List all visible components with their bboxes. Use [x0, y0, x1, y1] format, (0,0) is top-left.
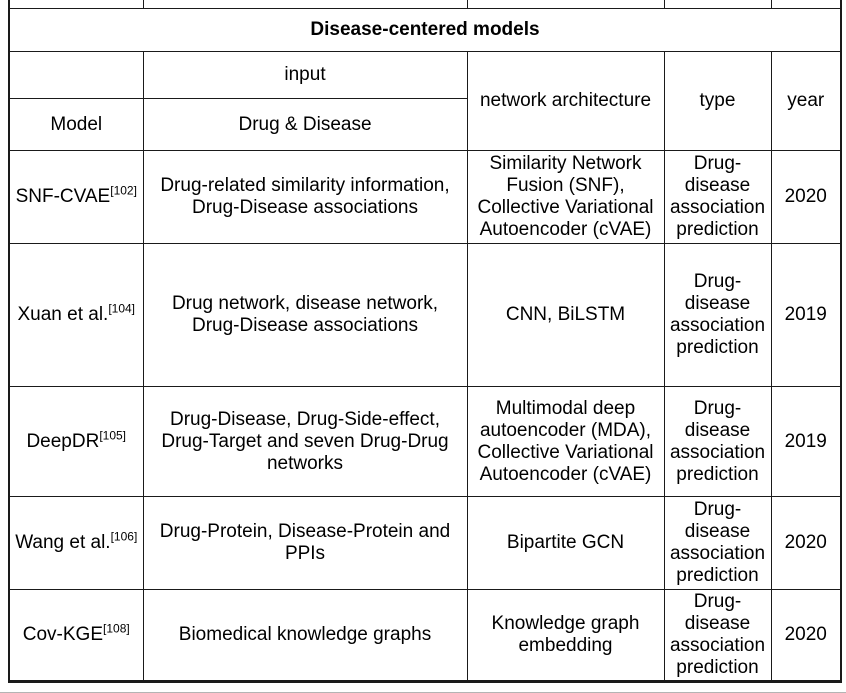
model-name: Xuan et al.: [17, 304, 109, 325]
header-drug-and-disease: Drug & Disease: [142, 98, 468, 151]
header-year: year: [770, 51, 842, 151]
type-cell: Drug- disease association prediction: [663, 243, 772, 387]
year-cell: 2019: [770, 386, 842, 497]
input-cell: Drug-Protein, Disease-Protein and PPIs: [142, 496, 468, 590]
model-cell: Wang et al.[106]: [8, 496, 144, 590]
reference-superscript: [108]: [103, 621, 130, 636]
architecture-cell: Multimodal deep autoencoder (MDA), Colle…: [466, 386, 665, 497]
table-row: DeepDR[105] Drug-Disease, Drug-Side-effe…: [8, 386, 842, 497]
model-cell: SNF-CVAE[102]: [8, 150, 144, 244]
input-cell: Drug-related similarity information, Dru…: [142, 150, 468, 244]
header-input: input: [142, 51, 468, 99]
table-row: Wang et al.[106] Drug-Protein, Disease-P…: [8, 496, 842, 590]
table-row: Cov-KGE[108] Biomedical knowledge graphs…: [8, 589, 842, 682]
header-type: type: [663, 51, 772, 151]
input-cell: Biomedical knowledge graphs: [142, 589, 468, 682]
architecture-cell: Similarity Network Fusion (SNF), Collect…: [466, 150, 665, 244]
architecture-cell: CNN, BiLSTM: [466, 243, 665, 387]
header-network-architecture: network architecture: [466, 51, 665, 151]
reference-superscript: [102]: [110, 183, 137, 198]
header-row-top: input network architecture type year: [8, 51, 842, 151]
sliver-cell: [8, 0, 144, 9]
model-name: Cov-KGE: [22, 624, 104, 645]
model-name: SNF-CVAE: [15, 186, 111, 207]
input-cell: Drug network, disease network, Drug-Dise…: [142, 243, 468, 387]
header-model: Model: [8, 98, 144, 151]
model-cell: Xuan et al.[104]: [8, 243, 144, 387]
sliver-cell: [466, 0, 665, 9]
year-cell: 2019: [770, 243, 842, 387]
model-cell: DeepDR[105]: [8, 386, 144, 497]
sliver-cell: [142, 0, 468, 9]
type-cell: Drug- disease association prediction: [663, 589, 772, 682]
year-cell: 2020: [770, 150, 842, 244]
year-cell: 2020: [770, 589, 842, 682]
section-title: Disease-centered models: [8, 8, 842, 52]
type-cell: Drug- disease association prediction: [663, 496, 772, 590]
architecture-cell: Knowledge graph embedding: [466, 589, 665, 682]
table-row: SNF-CVAE[102] Drug-related similarity in…: [8, 150, 842, 244]
model-name: Wang et al.: [15, 532, 111, 553]
header-model-empty-cell: [8, 51, 144, 99]
previous-table-sliver-row: [8, 0, 842, 9]
reference-superscript: [105]: [99, 428, 127, 443]
table-row: Xuan et al.[104] Drug network, disease n…: [8, 243, 842, 387]
section-title-row: Disease-centered models: [8, 8, 842, 52]
reference-superscript: [106]: [110, 529, 138, 544]
type-cell: Drug- disease association prediction: [663, 386, 772, 497]
input-cell: Drug-Disease, Drug-Side-effect, Drug-Tar…: [142, 386, 468, 497]
disease-centered-models-table: Disease-centered models input network ar…: [8, 0, 842, 683]
model-cell: Cov-KGE[108]: [8, 589, 144, 682]
year-cell: 2020: [770, 496, 842, 590]
header-row-bottom: Model Drug & Disease: [8, 98, 841, 151]
type-cell: Drug- disease association prediction: [663, 150, 772, 244]
sliver-cell: [663, 0, 772, 9]
architecture-cell: Bipartite GCN: [466, 496, 665, 590]
reference-superscript: [104]: [108, 301, 136, 316]
model-name: DeepDR: [26, 430, 100, 452]
sliver-cell: [770, 0, 842, 9]
